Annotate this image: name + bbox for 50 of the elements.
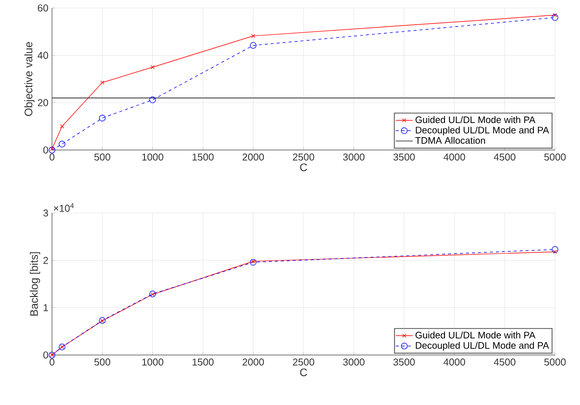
x-tick-label: 500 [94, 358, 110, 366]
x-tick-label: 2500 [292, 154, 314, 161]
legend-label: Guided UL/DL Mode with PA [416, 116, 536, 124]
x-tick-label: 2000 [242, 358, 264, 366]
x-tick-label: 3000 [343, 358, 364, 366]
y-axis-title: Objective value [24, 42, 35, 116]
y-axis-title: Backlog [bits] [30, 252, 40, 316]
x-tick-label: 5000 [544, 154, 566, 161]
x-tick-label: 5000 [544, 358, 566, 366]
point [60, 124, 64, 128]
x-tick-label: 1000 [142, 154, 164, 161]
y-tick-label: 0 [43, 146, 48, 154]
x-tick-label: 0 [50, 358, 54, 366]
x-tick-label: 3000 [343, 154, 364, 161]
legend-label: Decoupled UL/DL Mode and PA [416, 126, 550, 136]
point [250, 258, 256, 266]
point [150, 65, 155, 70]
y-tick-label: 2 [43, 256, 48, 264]
point [99, 114, 106, 122]
x-tick-label: 3500 [393, 358, 415, 366]
x-tick-label: 2500 [292, 358, 314, 366]
x-tick-label: 0 [50, 154, 54, 161]
y-tick-label: 60 [38, 4, 48, 12]
legend-label: Decoupled UL/DL Mode and PA [416, 342, 550, 351]
y-tick-label: 40 [38, 52, 48, 59]
y-tick-label: 3 [43, 209, 48, 217]
x-tick-label: 2000 [242, 154, 264, 161]
y-tick-label: 1 [44, 304, 48, 312]
point [149, 96, 156, 104]
x-tick-label: 1500 [192, 154, 214, 161]
point [251, 34, 256, 38]
x-tick-label: 4000 [444, 154, 466, 161]
x-axis-title: C [300, 163, 308, 172]
x-tick-label: 4500 [494, 154, 516, 161]
text: ×10$^{4}$ [54, 203, 74, 212]
x-tick-label: 3500 [393, 154, 415, 161]
x-tick-label: 4500 [494, 358, 516, 366]
x-axis-title: C [300, 368, 308, 376]
y-tick-label: 0 [43, 351, 48, 359]
point [251, 259, 256, 264]
x-tick-label: 1500 [192, 358, 214, 366]
point [100, 80, 104, 85]
point [58, 140, 66, 148]
legend-label: TDMA Allocation [415, 136, 485, 144]
point [250, 42, 256, 49]
x-tick-label: 500 [94, 154, 110, 161]
y-tick-label: 20 [38, 99, 48, 106]
x-tick-label: 4000 [444, 358, 466, 366]
x-tick-label: 1000 [142, 358, 164, 366]
legend-label: Guided UL/DL Mode with PA [416, 331, 536, 338]
